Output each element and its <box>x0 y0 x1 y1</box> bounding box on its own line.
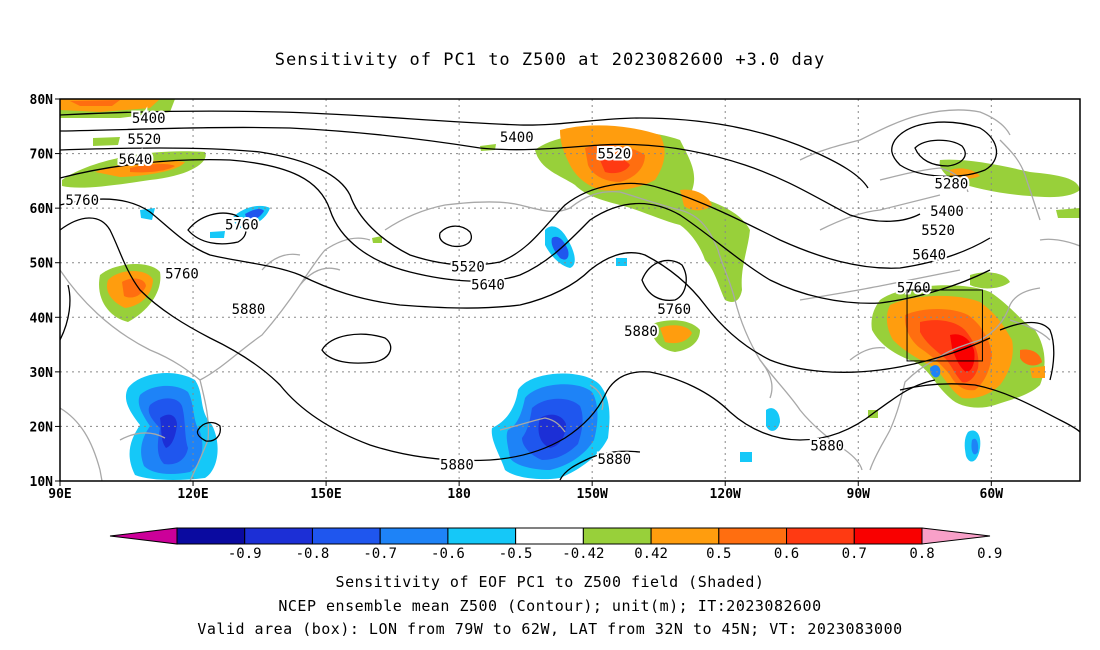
contour-label: 5760 <box>897 280 931 296</box>
contour-labels: 5400 5520 5640 5760 5760 5760 5880 5400 5520 5520… <box>63 109 970 476</box>
colorbar-level-label: 0.5 <box>706 546 731 562</box>
latitude-label: 80N <box>30 93 54 108</box>
colorbar-level-label: 0.8 <box>909 546 934 562</box>
contour-label: 5760 <box>65 193 99 209</box>
colorbar-swatch <box>447 527 517 545</box>
negative-sensitivity-area <box>971 438 979 455</box>
caption-contour: NCEP ensemble mean Z500 (Contour); unit(… <box>278 597 822 615</box>
longitude-label: 90W <box>847 487 871 502</box>
colorbar-level-label: -0.6 <box>431 546 465 562</box>
contour-label: 5760 <box>657 302 691 318</box>
longitude-label: 150E <box>310 487 341 502</box>
positive-sensitivity-area <box>535 125 750 302</box>
valid-area-box <box>906 289 983 362</box>
negative-sensitivity-area <box>210 231 225 238</box>
colorbar-level-label: -0.5 <box>499 546 533 562</box>
colorbar-swatch <box>379 527 449 545</box>
colorbar-level-label: -0.8 <box>296 546 330 562</box>
colorbar-swatch <box>176 527 246 545</box>
negative-sensitivity-area <box>930 365 941 378</box>
negative-sensitivity-area <box>245 209 264 221</box>
colorbar-max-arrow <box>921 527 991 545</box>
z500-contours <box>60 110 1080 481</box>
negative-sensitivity-area <box>740 452 752 462</box>
contour-label: 5400 <box>930 204 964 220</box>
caption-valid-area: Valid area (box): LON from 79W to 62W, L… <box>197 620 903 638</box>
colorbar-level-label: 0.42 <box>634 546 668 562</box>
map-title: Sensitivity of PC1 to Z500 at 2023082600… <box>274 50 826 70</box>
latitude-label: 40N <box>30 311 54 326</box>
colorbar-swatch <box>582 527 652 545</box>
positive-sensitivity-area <box>871 285 1045 408</box>
coastlines <box>60 109 1080 481</box>
colorbar-level-label: -0.7 <box>363 546 397 562</box>
latitude-label: 30N <box>30 366 54 381</box>
contour-label: 5520 <box>127 132 161 148</box>
negative-sensitivity-area <box>125 373 218 480</box>
latitude-label: 70N <box>30 148 54 163</box>
latitude-label: 10N <box>30 475 54 490</box>
colorbar-level-label: 0.7 <box>842 546 867 562</box>
positive-sensitivity-area <box>60 99 175 118</box>
contour-label: 5760 <box>225 218 259 234</box>
contour-label: 5880 <box>624 324 658 340</box>
contour-label: 5520 <box>597 147 631 163</box>
latitude-label: 50N <box>30 257 54 272</box>
contour-label: 5880 <box>440 458 474 474</box>
colorbar: -0.9 -0.8 -0.7 -0.6 -0.5 -0.42 0.42 0.5 0.6 0.7 0.… <box>109 527 1002 562</box>
negative-sensitivity-area <box>140 208 155 220</box>
colorbar-swatch <box>311 527 381 545</box>
positive-sensitivity-area <box>93 137 120 146</box>
contour-label: 5520 <box>451 260 485 276</box>
colorbar-swatch <box>786 527 855 545</box>
longitude-label: 180 <box>447 487 471 502</box>
caption-shaded: Sensitivity of EOF PC1 to Z500 field (Sh… <box>335 573 765 591</box>
map-frame <box>59 98 1081 482</box>
colorbar-level-label: -0.9 <box>228 546 262 562</box>
colorbar-level-label: 0.9 <box>977 546 1002 562</box>
negative-sensitivity-area <box>545 226 575 268</box>
latitude-labels: 80N 70N 60N 50N 40N 30N 20N 10N <box>30 93 60 490</box>
negative-sensitivity-area <box>616 258 627 266</box>
colorbar-level-label: 0.6 <box>774 546 799 562</box>
longitude-label: 120E <box>177 487 208 502</box>
colorbar-swatch <box>718 527 788 545</box>
longitude-label: 120W <box>710 487 741 502</box>
colorbar-swatch <box>515 527 584 545</box>
positive-sensitivity-area <box>650 320 700 352</box>
contour-label: 5880 <box>810 439 844 455</box>
colorbar-swatch <box>244 527 313 545</box>
positive-sensitivity-area <box>372 236 382 243</box>
negative-sensitivity-area <box>491 373 610 480</box>
latitude-label: 60N <box>30 202 54 217</box>
contour-label: 5520 <box>921 223 955 239</box>
contour-label: 5880 <box>597 452 631 468</box>
contour-label: 5280 <box>935 177 969 193</box>
positive-sensitivity-area <box>939 159 1080 289</box>
contour-label: 5640 <box>119 152 153 168</box>
colorbar-level-label: -0.42 <box>562 546 604 562</box>
contour-label: 5640 <box>912 248 946 264</box>
longitude-label: 60W <box>980 487 1004 502</box>
contour-label: 5760 <box>165 267 199 283</box>
longitude-label: 90E <box>48 487 71 502</box>
colorbar-swatch <box>650 527 720 545</box>
contour-label: 5400 <box>132 111 166 127</box>
negative-sensitivity-area <box>766 408 780 431</box>
positive-sensitivity-area <box>99 264 161 322</box>
colorbar-min-arrow <box>109 527 178 545</box>
longitude-label: 150W <box>577 487 608 502</box>
positive-sensitivity-area <box>480 144 496 151</box>
latitude-label: 20N <box>30 420 54 435</box>
longitude-labels: 90E 120E 150E 180 150W 120W 90W 60W <box>48 481 1003 502</box>
contour-label: 5400 <box>500 130 534 146</box>
contour-label: 5880 <box>232 302 266 318</box>
colorbar-swatch <box>853 527 923 545</box>
contour-label: 5640 <box>471 278 505 294</box>
sensitivity-shading <box>60 99 1080 480</box>
